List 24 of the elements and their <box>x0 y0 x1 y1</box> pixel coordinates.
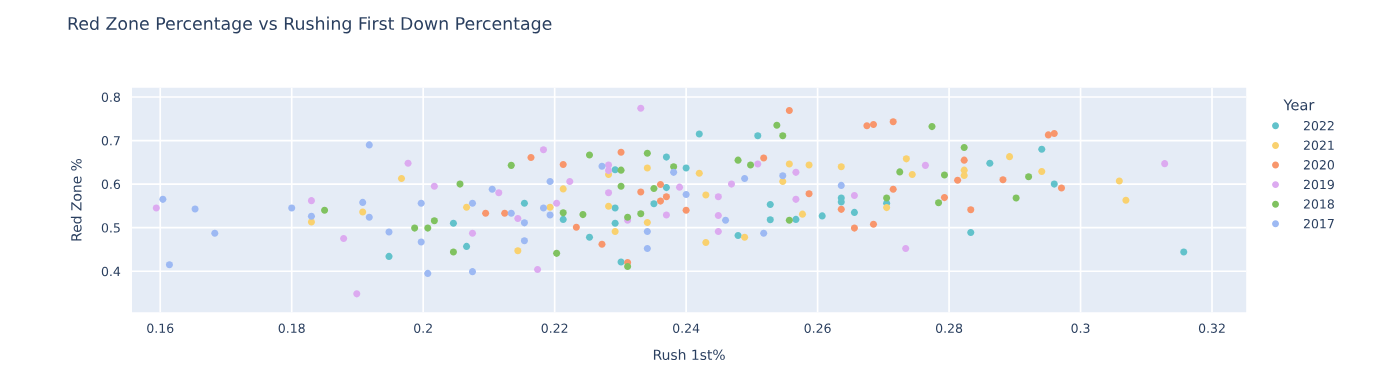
legend-label: 2021 <box>1303 140 1334 150</box>
legend-label: 2020 <box>1303 160 1335 170</box>
y-axis-title: Red Zone % <box>70 158 82 241</box>
x-tick-label: 0.3 <box>1071 323 1090 333</box>
legend-label: 2019 <box>1303 179 1334 190</box>
legend-label: 2022 <box>1303 120 1334 131</box>
x-tick-label: 0.28 <box>935 323 963 333</box>
x-tick-label: 0.22 <box>541 323 568 333</box>
y-tick-label: 0.6 <box>101 179 121 190</box>
legend-label: 2017 <box>1303 218 1334 229</box>
y-tick-label: 0.5 <box>101 223 120 233</box>
x-axis-title: Rush 1st% <box>653 349 725 360</box>
y-tick-label: 0.4 <box>101 266 121 277</box>
y-tick-label: 0.7 <box>101 136 120 146</box>
x-tick-label: 0.18 <box>278 323 305 333</box>
legend-title: Year <box>1283 99 1315 111</box>
y-tick-label: 0.8 <box>101 92 120 102</box>
x-tick-label: 0.26 <box>804 323 831 333</box>
x-tick-label: 0.32 <box>1198 323 1225 333</box>
x-tick-label: 0.24 <box>673 323 700 333</box>
legend-label: 2018 <box>1303 199 1334 209</box>
x-tick-label: 0.2 <box>414 323 432 333</box>
x-tick-label: 0.16 <box>147 323 174 333</box>
chart-title: Red Zone Percentage vs Rushing First Down Percentage <box>68 16 552 34</box>
